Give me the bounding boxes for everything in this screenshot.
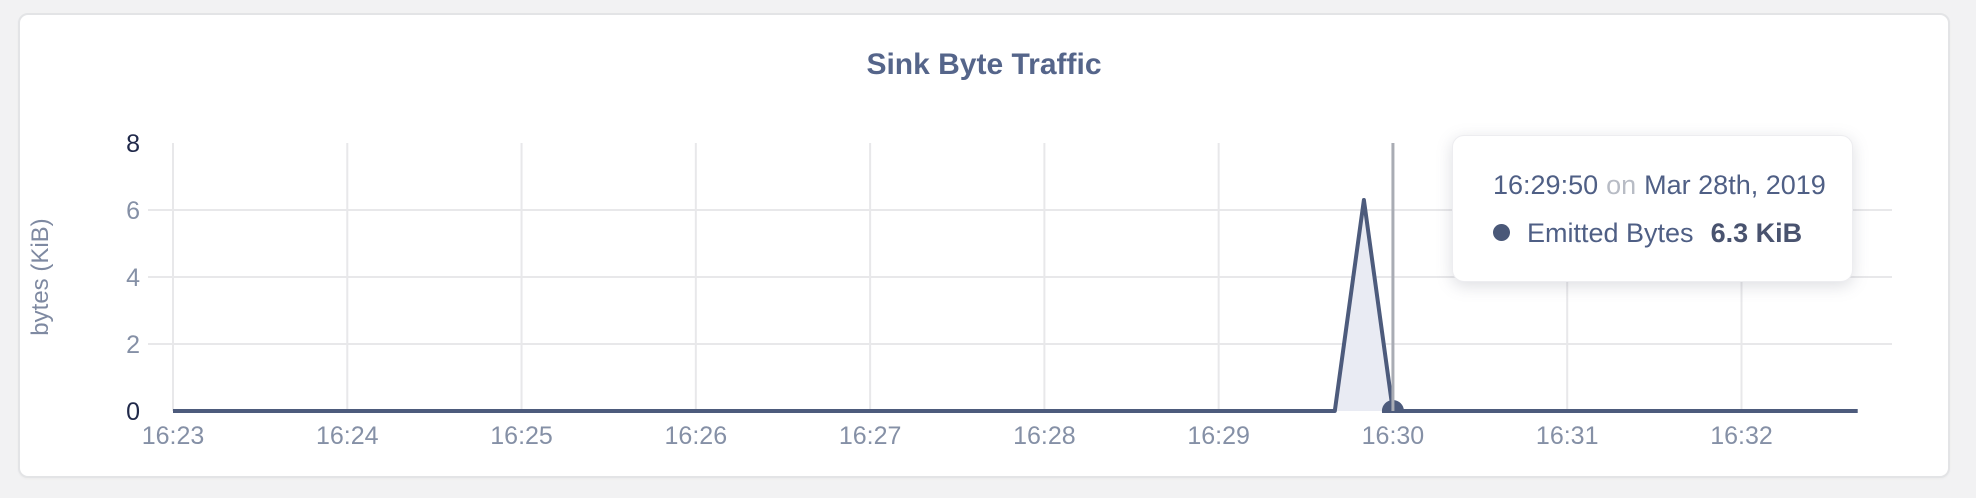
y-axis-tick: 6 <box>126 197 140 225</box>
x-axis-tick: 16:27 <box>839 422 902 450</box>
x-axis-tick: 16:24 <box>316 422 379 450</box>
tooltip-value: 6.3 KiB <box>1710 217 1803 248</box>
x-axis-tick: 16:30 <box>1362 422 1425 450</box>
x-axis-tick: 16:29 <box>1187 422 1250 450</box>
tooltip-series-label: Emitted Bytes <box>1527 217 1694 248</box>
tooltip-conjunction: on <box>1606 169 1637 200</box>
tooltip-timestamp: 16:29:50 on Mar 28th, 2019 <box>1493 168 1826 202</box>
tooltip-series-row: Emitted Bytes 6.3 KiB <box>1493 216 1802 250</box>
y-axis-title: bytes (KiB) <box>27 218 54 335</box>
x-axis-tick: 16:31 <box>1536 422 1599 450</box>
chart-tooltip: 16:29:50 on Mar 28th, 2019 Emitted Bytes… <box>1452 135 1853 282</box>
x-axis-tick: 16:23 <box>142 422 205 450</box>
chart-title: Sink Byte Traffic <box>866 48 1102 81</box>
y-axis-tick: 4 <box>126 264 140 292</box>
y-axis-tick: 0 <box>126 398 140 426</box>
x-axis-tick: 16:25 <box>490 422 553 450</box>
x-axis-tick: 16:28 <box>1013 422 1076 450</box>
series-bullet-icon <box>1493 224 1510 241</box>
y-axis-tick: 2 <box>126 331 140 359</box>
tooltip-time: 16:29:50 <box>1493 169 1599 200</box>
x-axis-tick: 16:26 <box>665 422 728 450</box>
series-line <box>173 198 1858 413</box>
tooltip-date: Mar 28th, 2019 <box>1644 169 1826 200</box>
x-axis-tick: 16:32 <box>1710 422 1773 450</box>
y-axis-tick: 8 <box>126 130 140 158</box>
